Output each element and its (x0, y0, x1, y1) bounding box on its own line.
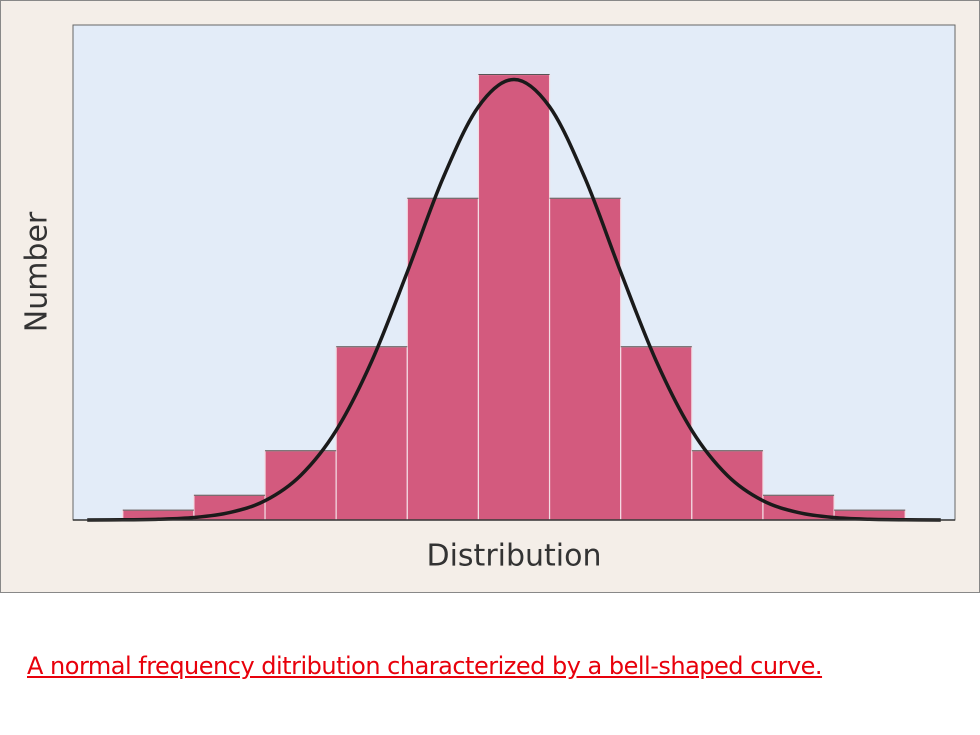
bell-curve (87, 77, 941, 522)
x-axis-label: Distribution (426, 539, 601, 574)
bar (264, 450, 337, 521)
y-axis-label: Number (20, 211, 55, 332)
chart: Distribution Number (0, 0, 980, 593)
bar (335, 346, 408, 521)
caption-link[interactable]: A normal frequency ditribution character… (27, 652, 823, 680)
bar (406, 197, 480, 521)
bar (691, 450, 764, 521)
bar (620, 346, 693, 521)
bar (477, 73, 551, 521)
